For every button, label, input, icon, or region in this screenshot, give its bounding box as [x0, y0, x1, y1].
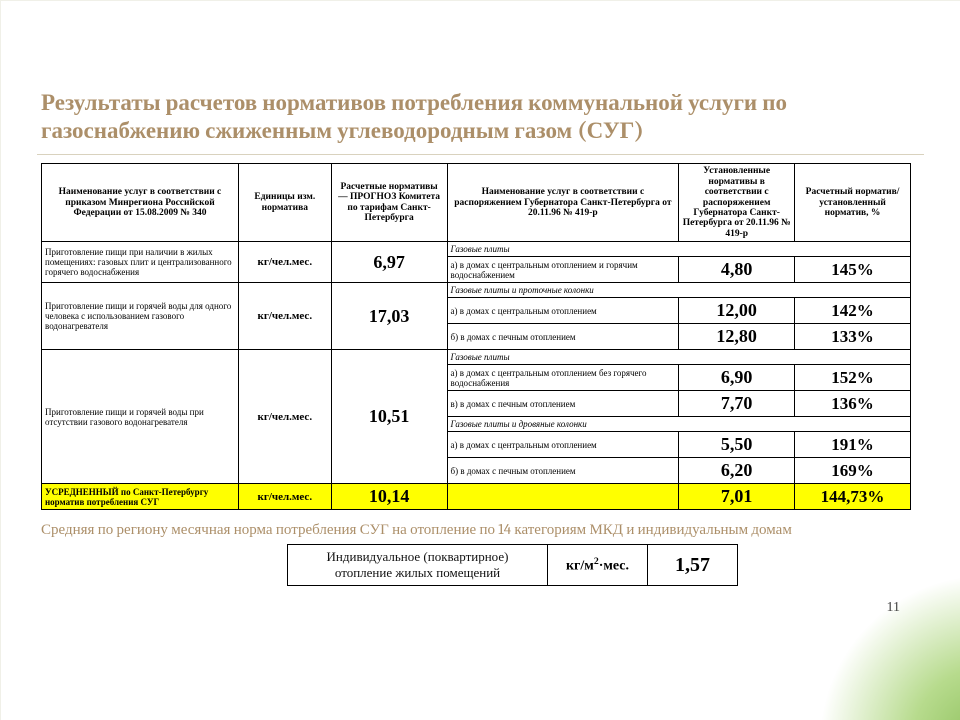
- cell-sublabel: а) в домах с центральным отоплением и го…: [447, 257, 679, 283]
- cell-unit: кг/чел.мес.: [238, 283, 331, 350]
- cell-percent: 169%: [795, 458, 911, 484]
- cell-percent: 142%: [795, 298, 911, 324]
- cell-value: 6,20: [679, 458, 795, 484]
- th-ratio: Расчетный норматив/установленный нормати…: [795, 164, 911, 242]
- data-table: Наименование услуг в соответствии с прик…: [41, 163, 911, 510]
- cell-calc: 10,14: [331, 484, 447, 510]
- cell-category: Приготовление пищи и горячей воды при от…: [42, 350, 239, 484]
- cell-percent: 191%: [795, 432, 911, 458]
- cell-percent: 145%: [795, 257, 911, 283]
- cell-sublabel: в) в домах с печным отоплением: [447, 391, 679, 417]
- cell-category: УСРЕДНЕННЫЙ по Санкт-Петербургу норматив…: [42, 484, 239, 510]
- th-established: Установленные нормативы в соответствии с…: [679, 164, 795, 242]
- cell-calc: 6,97: [331, 242, 447, 283]
- cell-subheader: Газовые плиты: [447, 350, 910, 365]
- page-title: Результаты расчетов нормативов потреблен…: [41, 89, 924, 144]
- cell-category: Приготовление пищи и горячей воды для од…: [42, 283, 239, 350]
- cell-sublabel: [447, 484, 679, 510]
- table-header-row: Наименование услуг в соответствии с прик…: [42, 164, 911, 242]
- cell-percent: 133%: [795, 324, 911, 350]
- mini-value: 1,57: [648, 545, 738, 586]
- mini-label: Индивидуальное (поквартирное) отопление …: [288, 545, 548, 586]
- mini-table: Индивидуальное (поквартирное) отопление …: [287, 544, 738, 586]
- table-row: Приготовление пищи и горячей воды при от…: [42, 350, 911, 365]
- cell-subheader: Газовые плиты и дровяные колонки: [447, 417, 910, 432]
- cell-value: 7,70: [679, 391, 795, 417]
- cell-percent: 152%: [795, 365, 911, 391]
- cell-sublabel: а) в домах с центральным отоплением: [447, 432, 679, 458]
- cell-subheader: Газовые плиты и проточные колонки: [447, 283, 910, 298]
- mini-unit: кг/м2·мес.: [548, 545, 648, 586]
- cell-sublabel: б) в домах с печным отоплением: [447, 324, 679, 350]
- footnote: Средняя по региону месячная норма потреб…: [41, 520, 924, 538]
- cell-value: 5,50: [679, 432, 795, 458]
- cell-percent: 136%: [795, 391, 911, 417]
- cell-unit: кг/чел.мес.: [238, 484, 331, 510]
- watermark: [780, 570, 960, 720]
- cell-unit: кг/чел.мес.: [238, 350, 331, 484]
- cell-subheader: Газовые плиты: [447, 242, 910, 257]
- cell-sublabel: а) в домах с центральным отоплением без …: [447, 365, 679, 391]
- cell-calc: 17,03: [331, 283, 447, 350]
- cell-value: 12,00: [679, 298, 795, 324]
- th-service-340: Наименование услуг в соответствии с прик…: [42, 164, 239, 242]
- table-row-average: УСРЕДНЕННЫЙ по Санкт-Петербургу норматив…: [42, 484, 911, 510]
- cell-percent: 144,73%: [795, 484, 911, 510]
- cell-unit: кг/чел.мес.: [238, 242, 331, 283]
- cell-calc: 10,51: [331, 350, 447, 484]
- cell-sublabel: а) в домах с центральным отоплением: [447, 298, 679, 324]
- th-unit: Единицы изм. норматива: [238, 164, 331, 242]
- title-divider: [37, 154, 924, 155]
- cell-category: Приготовление пищи при наличии в жилых п…: [42, 242, 239, 283]
- table-row: Приготовление пищи и горячей воды для од…: [42, 283, 911, 298]
- cell-value: 6,90: [679, 365, 795, 391]
- cell-value: 12,80: [679, 324, 795, 350]
- page-number: 11: [887, 600, 900, 616]
- th-service-419: Наименование услуг в соответствии с расп…: [447, 164, 679, 242]
- cell-value: 7,01: [679, 484, 795, 510]
- th-calc: Расчетные нормативы — ПРОГНОЗ Комитета п…: [331, 164, 447, 242]
- cell-value: 4,80: [679, 257, 795, 283]
- cell-sublabel: б) в домах с печным отоплением: [447, 458, 679, 484]
- table-row: Приготовление пищи при наличии в жилых п…: [42, 242, 911, 257]
